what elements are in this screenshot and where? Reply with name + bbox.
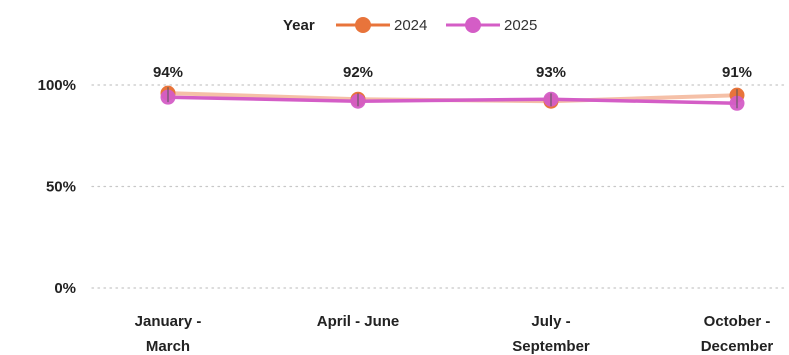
y-axis: 0% 50% 100% bbox=[38, 77, 76, 297]
x-tick-label: July - September bbox=[512, 313, 590, 355]
data-label: 94% bbox=[153, 64, 183, 81]
legend: Year 2024 2025 bbox=[283, 17, 537, 34]
gridlines bbox=[91, 84, 786, 289]
y-tick-label: 0% bbox=[54, 280, 76, 297]
series-line-2025 bbox=[167, 95, 738, 106]
legend-label-2025: 2025 bbox=[504, 17, 537, 34]
x-tick-line: April - June bbox=[317, 313, 400, 330]
x-tick-label: April - June bbox=[317, 313, 400, 330]
data-label: 91% bbox=[722, 64, 752, 81]
legend-label-2024: 2024 bbox=[394, 17, 427, 34]
data-label: 93% bbox=[536, 64, 566, 81]
x-tick-label: January - March bbox=[135, 313, 202, 355]
x-tick-line: September bbox=[512, 338, 590, 355]
y-tick-label: 50% bbox=[46, 179, 76, 196]
legend-marker-2024 bbox=[355, 17, 371, 33]
x-tick-line: December bbox=[701, 338, 774, 355]
x-tick-line: January - bbox=[135, 313, 202, 330]
series-layer bbox=[160, 85, 745, 111]
data-labels: 94% 92% 93% 91% bbox=[153, 64, 752, 81]
legend-title: Year bbox=[283, 17, 315, 34]
legend-marker-2025 bbox=[465, 17, 481, 33]
x-axis: January - March April - June July - Septembe… bbox=[135, 313, 774, 355]
x-tick-line: July - bbox=[531, 313, 570, 330]
x-tick-line: October - bbox=[704, 313, 771, 330]
x-tick-line: March bbox=[146, 338, 190, 355]
y-tick-label: 100% bbox=[38, 77, 76, 94]
x-tick-label: October - December bbox=[701, 313, 774, 355]
data-label: 92% bbox=[343, 64, 373, 81]
